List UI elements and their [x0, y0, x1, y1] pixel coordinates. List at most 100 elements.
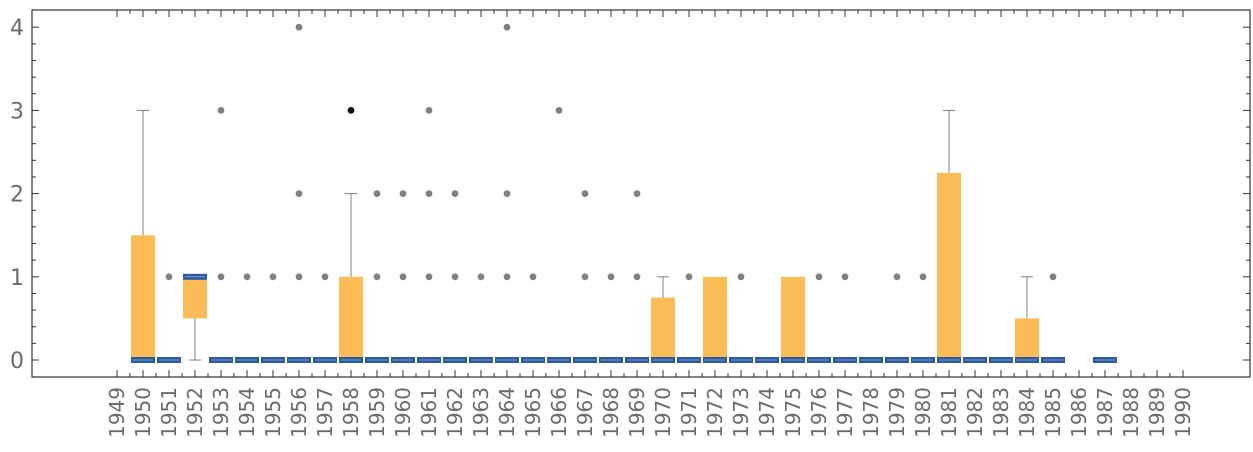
box-1977: [833, 357, 857, 363]
outlier-point: [451, 273, 459, 281]
x-tick-label: 1960: [391, 387, 415, 438]
x-tick-label: 1970: [651, 387, 675, 438]
box-1974: [755, 357, 779, 363]
x-tick-label: 1962: [443, 387, 467, 438]
box-1960: [391, 357, 415, 363]
x-tick-label: 1986: [1067, 387, 1091, 438]
box-body: [1015, 318, 1039, 360]
box-body: [183, 276, 207, 319]
outlier-point: [321, 273, 329, 281]
x-tick-label: 1967: [573, 387, 597, 438]
x-tick-label: 1974: [755, 387, 779, 438]
box-1950: [131, 109, 155, 363]
x-tick-label: 1954: [235, 387, 259, 438]
box-1984: [1015, 276, 1039, 363]
outlier-point: [503, 273, 511, 281]
x-tick-label: 1988: [1119, 387, 1143, 438]
x-tick-label: 1979: [885, 387, 909, 438]
box-1979: [885, 357, 909, 363]
box-1972: [703, 276, 727, 363]
box-1956: [287, 357, 311, 363]
x-tick-label: 1987: [1093, 387, 1117, 438]
y-tick-label: 4: [10, 16, 24, 41]
box-1971: [677, 357, 701, 363]
box-body: [339, 276, 363, 360]
x-tick-label: 1964: [495, 387, 519, 438]
box-1963: [469, 357, 493, 363]
box-1983: [989, 357, 1013, 363]
box-1953: [209, 357, 233, 363]
box-1987: [1093, 357, 1117, 363]
box-1969: [625, 357, 649, 363]
box-1976: [807, 357, 831, 363]
box-1955: [261, 357, 285, 363]
x-tick-label: 1984: [1015, 387, 1039, 438]
x-tick-label: 1968: [599, 387, 623, 438]
box-1975: [781, 276, 805, 363]
outlier-point: [633, 190, 641, 198]
y-tick-label: 2: [10, 183, 24, 208]
box-1982: [963, 357, 987, 363]
outlier-point: [503, 23, 511, 31]
outlier-point: [425, 107, 433, 114]
outlier-point: [815, 273, 823, 281]
outlier-point: [347, 107, 355, 114]
y-tick-label: 0: [10, 349, 24, 374]
box-1965: [521, 357, 545, 363]
x-tick-label: 1951: [157, 387, 181, 438]
outlier-point: [243, 273, 251, 281]
outlier-point: [1049, 273, 1057, 281]
box-1966: [547, 357, 571, 363]
outlier-point: [373, 273, 381, 281]
y-tick-label: 1: [10, 266, 24, 291]
box-1980: [911, 357, 935, 363]
x-tick-label: 1957: [313, 387, 337, 438]
x-tick-label: 1955: [261, 387, 285, 438]
x-tick-label: 1958: [339, 387, 363, 438]
outlier-point: [503, 190, 511, 198]
x-tick-label: 1975: [781, 387, 805, 438]
x-tick-label: 1990: [1171, 387, 1195, 438]
box-1958: [339, 193, 363, 363]
y-tick-label: 3: [10, 99, 24, 124]
x-tick-label: 1980: [911, 387, 935, 438]
x-tick-label: 1969: [625, 387, 649, 438]
x-tick-label: 1952: [183, 387, 207, 438]
x-tick-label: 1978: [859, 387, 883, 438]
box-1957: [313, 357, 337, 363]
box-1961: [417, 357, 441, 363]
x-tick-label: 1949: [105, 387, 129, 438]
outlier-point: [269, 273, 277, 281]
outlier-point: [633, 273, 641, 281]
x-tick-label: 1959: [365, 387, 389, 438]
x-tick-label: 1953: [209, 387, 233, 438]
box-1970: [651, 276, 675, 363]
outlier-point: [217, 107, 225, 114]
outlier-point: [295, 23, 303, 31]
box-1968: [599, 357, 623, 363]
outlier-point: [165, 273, 173, 281]
outlier-point: [399, 190, 407, 198]
x-tick-label: 1982: [963, 387, 987, 438]
x-tick-label: 1985: [1041, 387, 1065, 438]
box-body: [781, 276, 805, 360]
outlier-point: [919, 273, 927, 281]
box-body: [937, 172, 961, 360]
box-1962: [443, 357, 467, 363]
x-tick-label: 1963: [469, 387, 493, 438]
outlier-point: [451, 190, 459, 198]
box-body: [651, 297, 675, 360]
x-tick-label: 1956: [287, 387, 311, 438]
outlier-point: [529, 273, 537, 281]
x-tick-label: 1977: [833, 387, 857, 438]
x-tick-label: 1966: [547, 387, 571, 438]
outlier-point: [217, 273, 225, 281]
outlier-point: [399, 273, 407, 281]
x-tick-label: 1989: [1145, 387, 1169, 438]
outlier-point: [555, 107, 563, 114]
x-tick-label: 1972: [703, 387, 727, 438]
outlier-point: [425, 190, 433, 198]
box-1985: [1041, 357, 1065, 363]
outlier-point: [425, 273, 433, 281]
